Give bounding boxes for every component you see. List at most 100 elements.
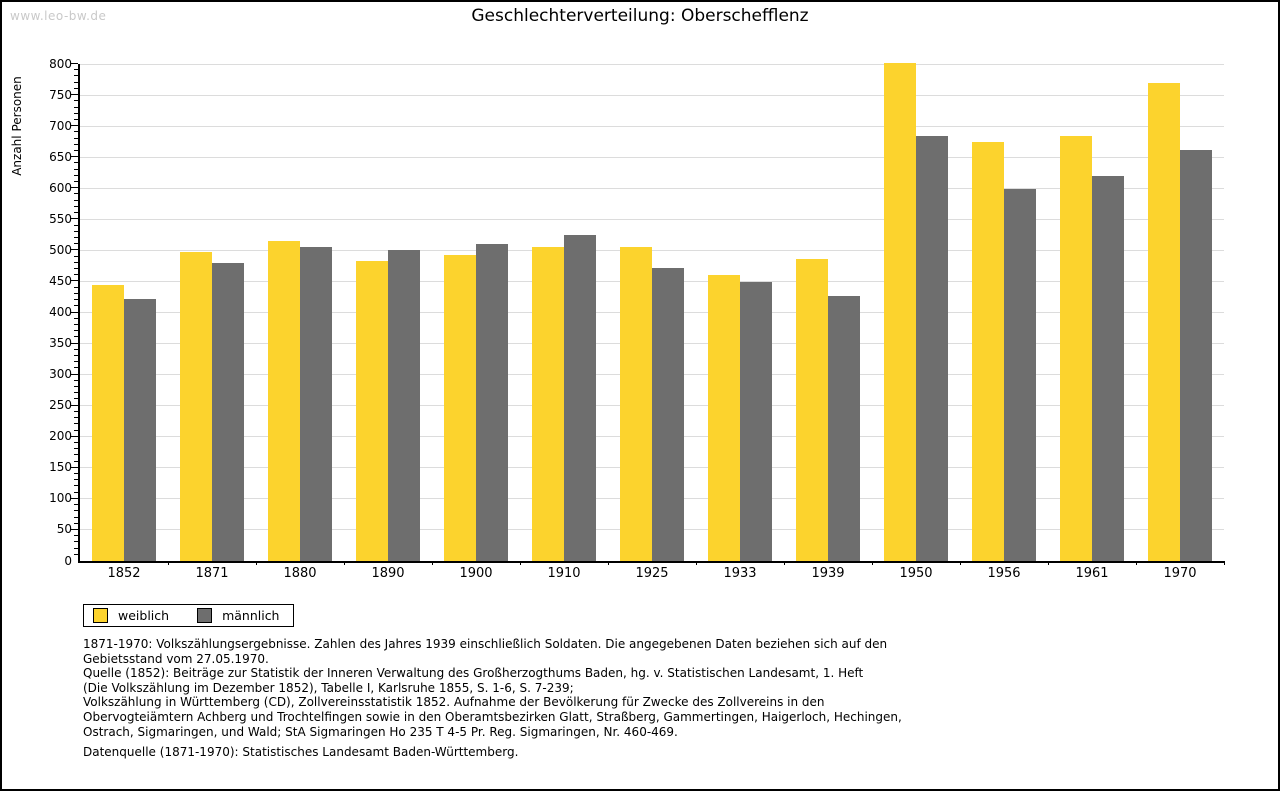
bar-group-1910 bbox=[520, 64, 608, 561]
bar-männlich-1852 bbox=[124, 299, 156, 561]
bar-weiblich-1910 bbox=[532, 247, 564, 561]
x-tick-label-1939: 1939 bbox=[811, 566, 845, 581]
bar-weiblich-1961 bbox=[1060, 136, 1092, 561]
y-minor-tick bbox=[74, 547, 78, 549]
y-minor-tick bbox=[74, 448, 78, 450]
x-tick bbox=[519, 561, 521, 565]
x-tick-label-1852: 1852 bbox=[107, 566, 141, 581]
y-minor-tick bbox=[74, 441, 78, 443]
y-major-tick bbox=[71, 435, 78, 437]
y-minor-tick bbox=[74, 168, 78, 170]
y-minor-tick bbox=[74, 149, 78, 151]
y-major-tick bbox=[71, 280, 78, 282]
bar-group-1956 bbox=[960, 64, 1048, 561]
y-major-tick bbox=[71, 404, 78, 406]
y-major-tick bbox=[71, 311, 78, 313]
x-tick bbox=[255, 561, 257, 565]
bar-weiblich-1871 bbox=[180, 252, 212, 561]
bar-männlich-1939 bbox=[828, 296, 860, 561]
bar-weiblich-1939 bbox=[796, 259, 828, 561]
y-minor-tick bbox=[74, 323, 78, 325]
x-tick bbox=[695, 561, 697, 565]
y-minor-tick bbox=[74, 143, 78, 145]
bar-weiblich-1880 bbox=[268, 241, 300, 561]
y-tick-label: 500 bbox=[49, 242, 72, 257]
y-minor-tick bbox=[74, 522, 78, 524]
chart-title: Geschlechterverteilung: Oberschefflenz bbox=[471, 6, 809, 26]
y-tick-label: 300 bbox=[49, 367, 72, 382]
y-minor-tick bbox=[74, 485, 78, 487]
y-major-tick bbox=[71, 466, 78, 468]
bar-männlich-1970 bbox=[1180, 150, 1212, 561]
y-minor-tick bbox=[74, 87, 78, 89]
bar-group-1852 bbox=[80, 64, 168, 561]
y-minor-tick bbox=[74, 535, 78, 537]
x-tick-label-1910: 1910 bbox=[547, 566, 581, 581]
y-minor-tick bbox=[74, 504, 78, 506]
y-minor-tick bbox=[74, 199, 78, 201]
y-tick-label: 550 bbox=[49, 211, 72, 226]
y-major-tick bbox=[71, 187, 78, 189]
y-minor-tick bbox=[74, 274, 78, 276]
x-tick bbox=[607, 561, 609, 565]
y-tick-label: 100 bbox=[49, 491, 72, 506]
y-minor-tick bbox=[74, 429, 78, 431]
bar-group-1933 bbox=[696, 64, 784, 561]
bar-weiblich-1950 bbox=[884, 62, 916, 561]
y-minor-tick bbox=[74, 410, 78, 412]
y-tick-label: 700 bbox=[49, 118, 72, 133]
x-tick-label-1925: 1925 bbox=[635, 566, 669, 581]
footnote-line: (Die Volkszählung im Dezember 1852), Tab… bbox=[83, 680, 574, 695]
y-minor-tick bbox=[74, 305, 78, 307]
x-axis-ticks bbox=[80, 561, 1225, 566]
bar-weiblich-1925 bbox=[620, 247, 652, 561]
y-minor-tick bbox=[74, 193, 78, 195]
legend: weiblich männlich bbox=[83, 604, 295, 627]
y-minor-tick bbox=[74, 479, 78, 481]
y-minor-tick bbox=[74, 181, 78, 183]
y-minor-tick bbox=[74, 361, 78, 363]
footnote-block: 1871-1970: Volkszählungsergebnisse. Zahl… bbox=[83, 637, 943, 739]
y-tick-label: 250 bbox=[49, 398, 72, 413]
y-minor-tick bbox=[74, 255, 78, 257]
y-tick-label: 400 bbox=[49, 305, 72, 319]
watermark: www.leo-bw.de bbox=[10, 9, 107, 23]
gridline bbox=[80, 218, 1224, 220]
y-minor-tick bbox=[74, 69, 78, 71]
footnote-line: Quelle (1852): Beiträge zur Statistik de… bbox=[83, 666, 864, 681]
footnote-line: 1871-1970: Volkszählungsergebnisse. Zahl… bbox=[83, 637, 888, 651]
gridline bbox=[80, 249, 1224, 251]
x-axis-labels: 1852 1871 1880 1890 1900 1910 1925 1933 1939 1950… bbox=[80, 566, 1224, 584]
y-minor-tick bbox=[74, 417, 78, 419]
y-minor-tick bbox=[74, 75, 78, 77]
y-tick-label: 0 bbox=[64, 553, 72, 568]
y-axis-ticks bbox=[71, 63, 78, 561]
x-tick-label-1933: 1933 bbox=[723, 566, 757, 581]
y-minor-tick bbox=[74, 386, 78, 388]
y-minor-tick bbox=[74, 423, 78, 425]
y-axis-line bbox=[78, 64, 80, 563]
y-minor-tick bbox=[74, 367, 78, 369]
legend-label: männlich bbox=[222, 608, 280, 623]
y-minor-tick bbox=[74, 454, 78, 456]
x-tick-label-1970: 1970 bbox=[1163, 566, 1197, 581]
y-minor-tick bbox=[74, 112, 78, 114]
y-major-tick bbox=[71, 218, 78, 220]
x-tick bbox=[1223, 561, 1225, 565]
bar-group-1880 bbox=[256, 64, 344, 561]
y-major-tick bbox=[71, 528, 78, 530]
x-tick bbox=[783, 561, 785, 565]
bar-group-1950 bbox=[872, 62, 960, 561]
y-tick-label: 750 bbox=[49, 87, 72, 102]
bar-männlich-1871 bbox=[212, 263, 244, 561]
plot-area bbox=[78, 62, 1224, 563]
y-minor-tick bbox=[74, 137, 78, 139]
y-minor-tick bbox=[74, 460, 78, 462]
y-minor-tick bbox=[74, 355, 78, 356]
footnote-line: Volkszählung in Württemberg (CD), Zollve… bbox=[83, 695, 825, 710]
y-major-tick bbox=[71, 125, 78, 127]
bar-männlich-1900 bbox=[476, 244, 508, 561]
gridline bbox=[80, 125, 1224, 127]
y-minor-tick bbox=[74, 261, 78, 263]
